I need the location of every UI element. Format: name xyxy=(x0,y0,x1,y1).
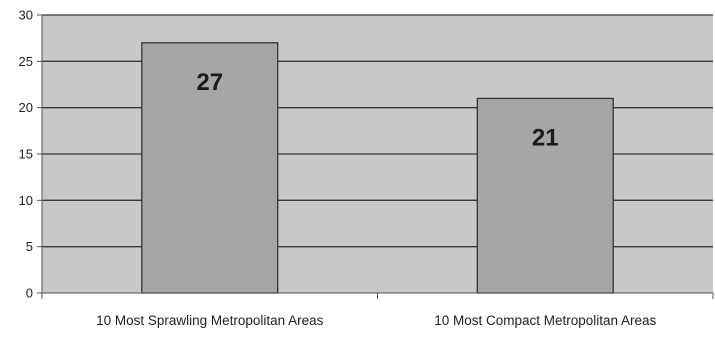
x-category-labels: 10 Most Sprawling Metropolitan Areas 10 M… xyxy=(96,313,656,328)
y-tick-label: 15 xyxy=(19,147,33,162)
bars xyxy=(141,42,614,294)
y-tick-label: 20 xyxy=(19,100,33,115)
axes xyxy=(37,14,714,299)
y-tick-label: 5 xyxy=(26,239,33,254)
y-tick-label: 10 xyxy=(19,193,33,208)
y-tick-label: 25 xyxy=(19,54,33,69)
data-labels: 27 21 xyxy=(196,69,558,152)
y-tick-labels: 0 5 10 15 20 25 30 xyxy=(19,8,33,301)
x-category-label: 10 Most Sprawling Metropolitan Areas xyxy=(96,313,324,328)
bar xyxy=(141,42,279,294)
data-label: 27 xyxy=(196,69,223,96)
y-tick-label: 0 xyxy=(26,286,33,301)
x-category-label: 10 Most Compact Metropolitan Areas xyxy=(434,313,656,328)
y-tick-label: 30 xyxy=(19,8,33,23)
data-label: 21 xyxy=(532,124,559,151)
